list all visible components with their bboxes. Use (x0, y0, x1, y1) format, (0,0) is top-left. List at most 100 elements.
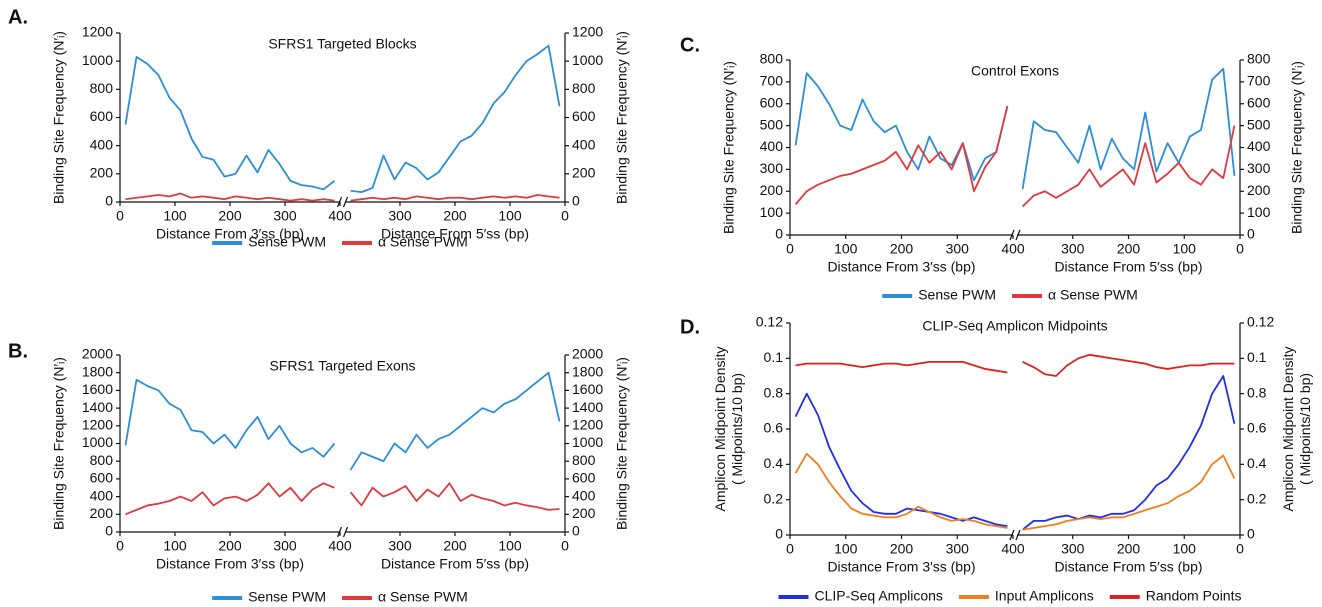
x-tick-label: 100 (498, 208, 522, 224)
y-axis-label: Binding Site Frequency (N′ᵢ) (51, 31, 67, 204)
legend-label: Sense PWM (918, 287, 996, 303)
x-tick-label: 100 (1173, 541, 1197, 557)
legend: Sense PWM α Sense PWM (882, 287, 1138, 303)
series-line (349, 371, 561, 471)
y-tick-label-right: 500 (1247, 116, 1271, 132)
x-tick-label: 0 (116, 538, 124, 554)
x-tick-label: 100 (834, 541, 858, 557)
y-tick-label: 400 (90, 487, 114, 503)
y-tick-label-right: 400 (1247, 138, 1271, 154)
y-tick-label: 0.6 (764, 420, 784, 436)
chart-title: SFRS1 Targeted Exons (269, 358, 415, 374)
y-tick-label: 1800 (82, 363, 113, 379)
y-tick-label: 1600 (82, 381, 113, 397)
x-tick-label: 100 (163, 538, 187, 554)
x-tick-label: 300 (946, 541, 970, 557)
legend-label: α Sense PWM (378, 589, 468, 605)
x-tick-label: 200 (218, 208, 242, 224)
y-tick-label: 700 (760, 73, 784, 89)
x-tick-label: 0 (786, 241, 794, 257)
series-line (125, 482, 335, 516)
y-tick-label: 200 (90, 165, 114, 181)
y-tick-label: 200 (760, 182, 784, 198)
x-axis-label: Distance From 5′ss (bp) (1054, 559, 1202, 575)
y-tick-label-right: 600 (1247, 94, 1271, 110)
series-line (794, 72, 1009, 182)
y-tick-label: 0.12 (756, 314, 783, 330)
x-tick-label: 300 (388, 538, 412, 554)
series-line (350, 194, 560, 202)
y-tick-label: 0.2 (764, 490, 784, 506)
y-tick-label-right: 1200 (572, 24, 603, 40)
x-tick-label: 400 (1001, 541, 1025, 557)
x-tick-label: 0 (561, 208, 569, 224)
y-tick-label: 600 (90, 108, 114, 124)
y-tick-label-right: 0 (572, 523, 580, 539)
y-tick-label: 0 (105, 523, 113, 539)
y-tick-label: 2000 (82, 346, 113, 362)
x-tick-label: 200 (890, 541, 914, 557)
y-tick-label: 800 (90, 80, 114, 96)
y-tick-label: 800 (90, 452, 114, 468)
legend-label: α Sense PWM (1048, 287, 1138, 303)
y-tick-label: 500 (760, 116, 784, 132)
y-axis-label: Binding Site Frequency (N′ᵢ) (721, 61, 737, 234)
y-axis-label: Binding Site Frequency (N′ᵢ) (51, 357, 67, 530)
series-line (124, 56, 336, 191)
y-tick-label-right: 100 (1247, 204, 1271, 220)
y-tick-label-right: 1000 (572, 52, 603, 68)
y-tick-label-right: 1400 (572, 399, 603, 415)
y-tick-label-right: 0.12 (1247, 314, 1274, 330)
y-tick-label: 200 (90, 505, 114, 521)
y-tick-label: 1200 (82, 24, 113, 40)
x-tick-label: 0 (116, 208, 124, 224)
y-tick-label: 400 (90, 136, 114, 152)
x-tick-label: 400 (1001, 241, 1025, 257)
series-line (794, 105, 1009, 205)
y-tick-label-right: 600 (572, 108, 596, 124)
y-tick-label-right: 700 (1247, 73, 1271, 89)
y-tick-label-right: 800 (1247, 51, 1271, 67)
x-axis-label: Distance From 3′ss (bp) (156, 226, 304, 242)
series-line (350, 44, 561, 194)
y-tick-label-right: 1800 (572, 363, 603, 379)
y-axis-label-right: Binding Site Frequency (N′ᵢ) (614, 31, 630, 204)
y-tick-label-right: 400 (572, 136, 596, 152)
legend-label: Sense PWM (248, 234, 326, 250)
x-tick-label: 300 (273, 538, 297, 554)
y-tick-label: 1200 (82, 417, 113, 433)
x-tick-label: 200 (218, 538, 242, 554)
x-axis-label: Distance From 5′ss (bp) (1054, 259, 1202, 275)
x-tick-label: 100 (163, 208, 187, 224)
y-tick-label-right: 300 (1247, 160, 1271, 176)
y-tick-label-right: 0.6 (1247, 420, 1267, 436)
y-tick-label: 0.8 (764, 384, 784, 400)
y-tick-label-right: 0.1 (1247, 349, 1267, 365)
series-line (1022, 375, 1236, 531)
chart-title: CLIP-Seq Amplicon Midpoints (922, 318, 1107, 334)
series-line (125, 192, 335, 202)
y-tick-label: 0 (775, 226, 783, 242)
y-tick-label-right: 600 (572, 470, 596, 486)
legend-label: Sense PWM (248, 589, 326, 605)
y-tick-label: 1400 (82, 399, 113, 415)
y-tick-label: 0.1 (764, 349, 784, 365)
x-tick-label: 100 (498, 538, 522, 554)
y-tick-label-right: 1600 (572, 381, 603, 397)
legend-label: Random Points (1146, 588, 1242, 604)
y-tick-label: 0 (105, 193, 113, 209)
y-tick-label: 100 (760, 204, 784, 220)
legend-label: α Sense PWM (378, 234, 468, 250)
x-tick-label: 200 (443, 538, 467, 554)
y-tick-label-right: 800 (572, 80, 596, 96)
y-tick-label: 400 (760, 138, 784, 154)
x-tick-label: 300 (1061, 541, 1085, 557)
x-tick-label: 400 (328, 538, 352, 554)
x-tick-label: 300 (946, 241, 970, 257)
legend: CLIP-Seq Amplicons Input Amplicons Random … (778, 588, 1242, 604)
y-tick-label-right: 400 (572, 487, 596, 503)
y-tick-label-right: 1000 (572, 434, 603, 450)
